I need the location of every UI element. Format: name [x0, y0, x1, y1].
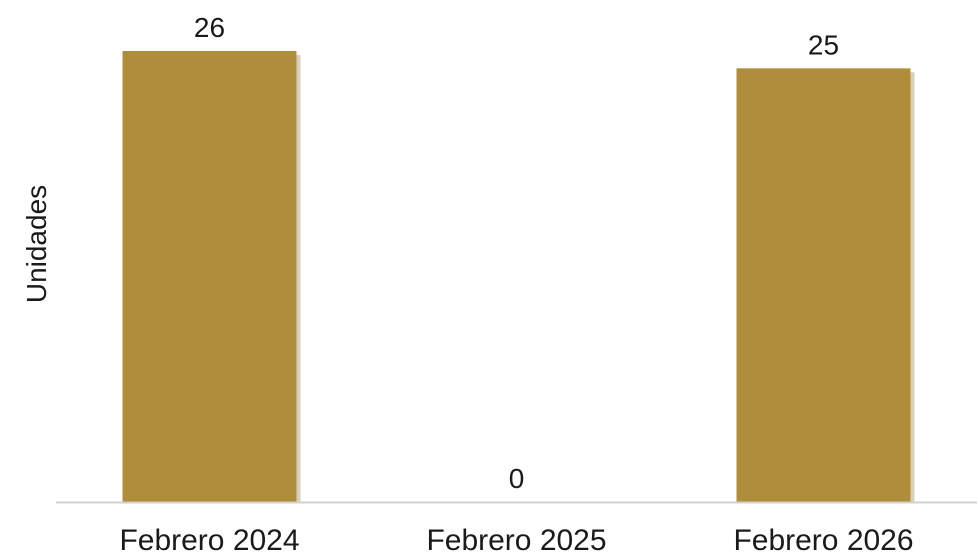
x-tick-labels-layer: Febrero 2024 Febrero 2025 Febrero 2026 — [119, 524, 913, 556]
y-axis-title: Unidades — [21, 185, 52, 303]
x-tick-label-0: Febrero 2024 — [119, 524, 299, 556]
bar-2 — [736, 68, 911, 502]
bars-layer — [122, 51, 915, 502]
bar-0 — [122, 51, 297, 502]
data-label-0: 26 — [194, 12, 225, 43]
x-tick-label-1: Febrero 2025 — [426, 524, 606, 556]
data-label-1: 0 — [509, 463, 525, 494]
x-tick-label-2: Febrero 2026 — [733, 524, 913, 556]
data-label-2: 25 — [808, 29, 839, 60]
data-labels-layer: 26 0 25 — [194, 12, 839, 494]
